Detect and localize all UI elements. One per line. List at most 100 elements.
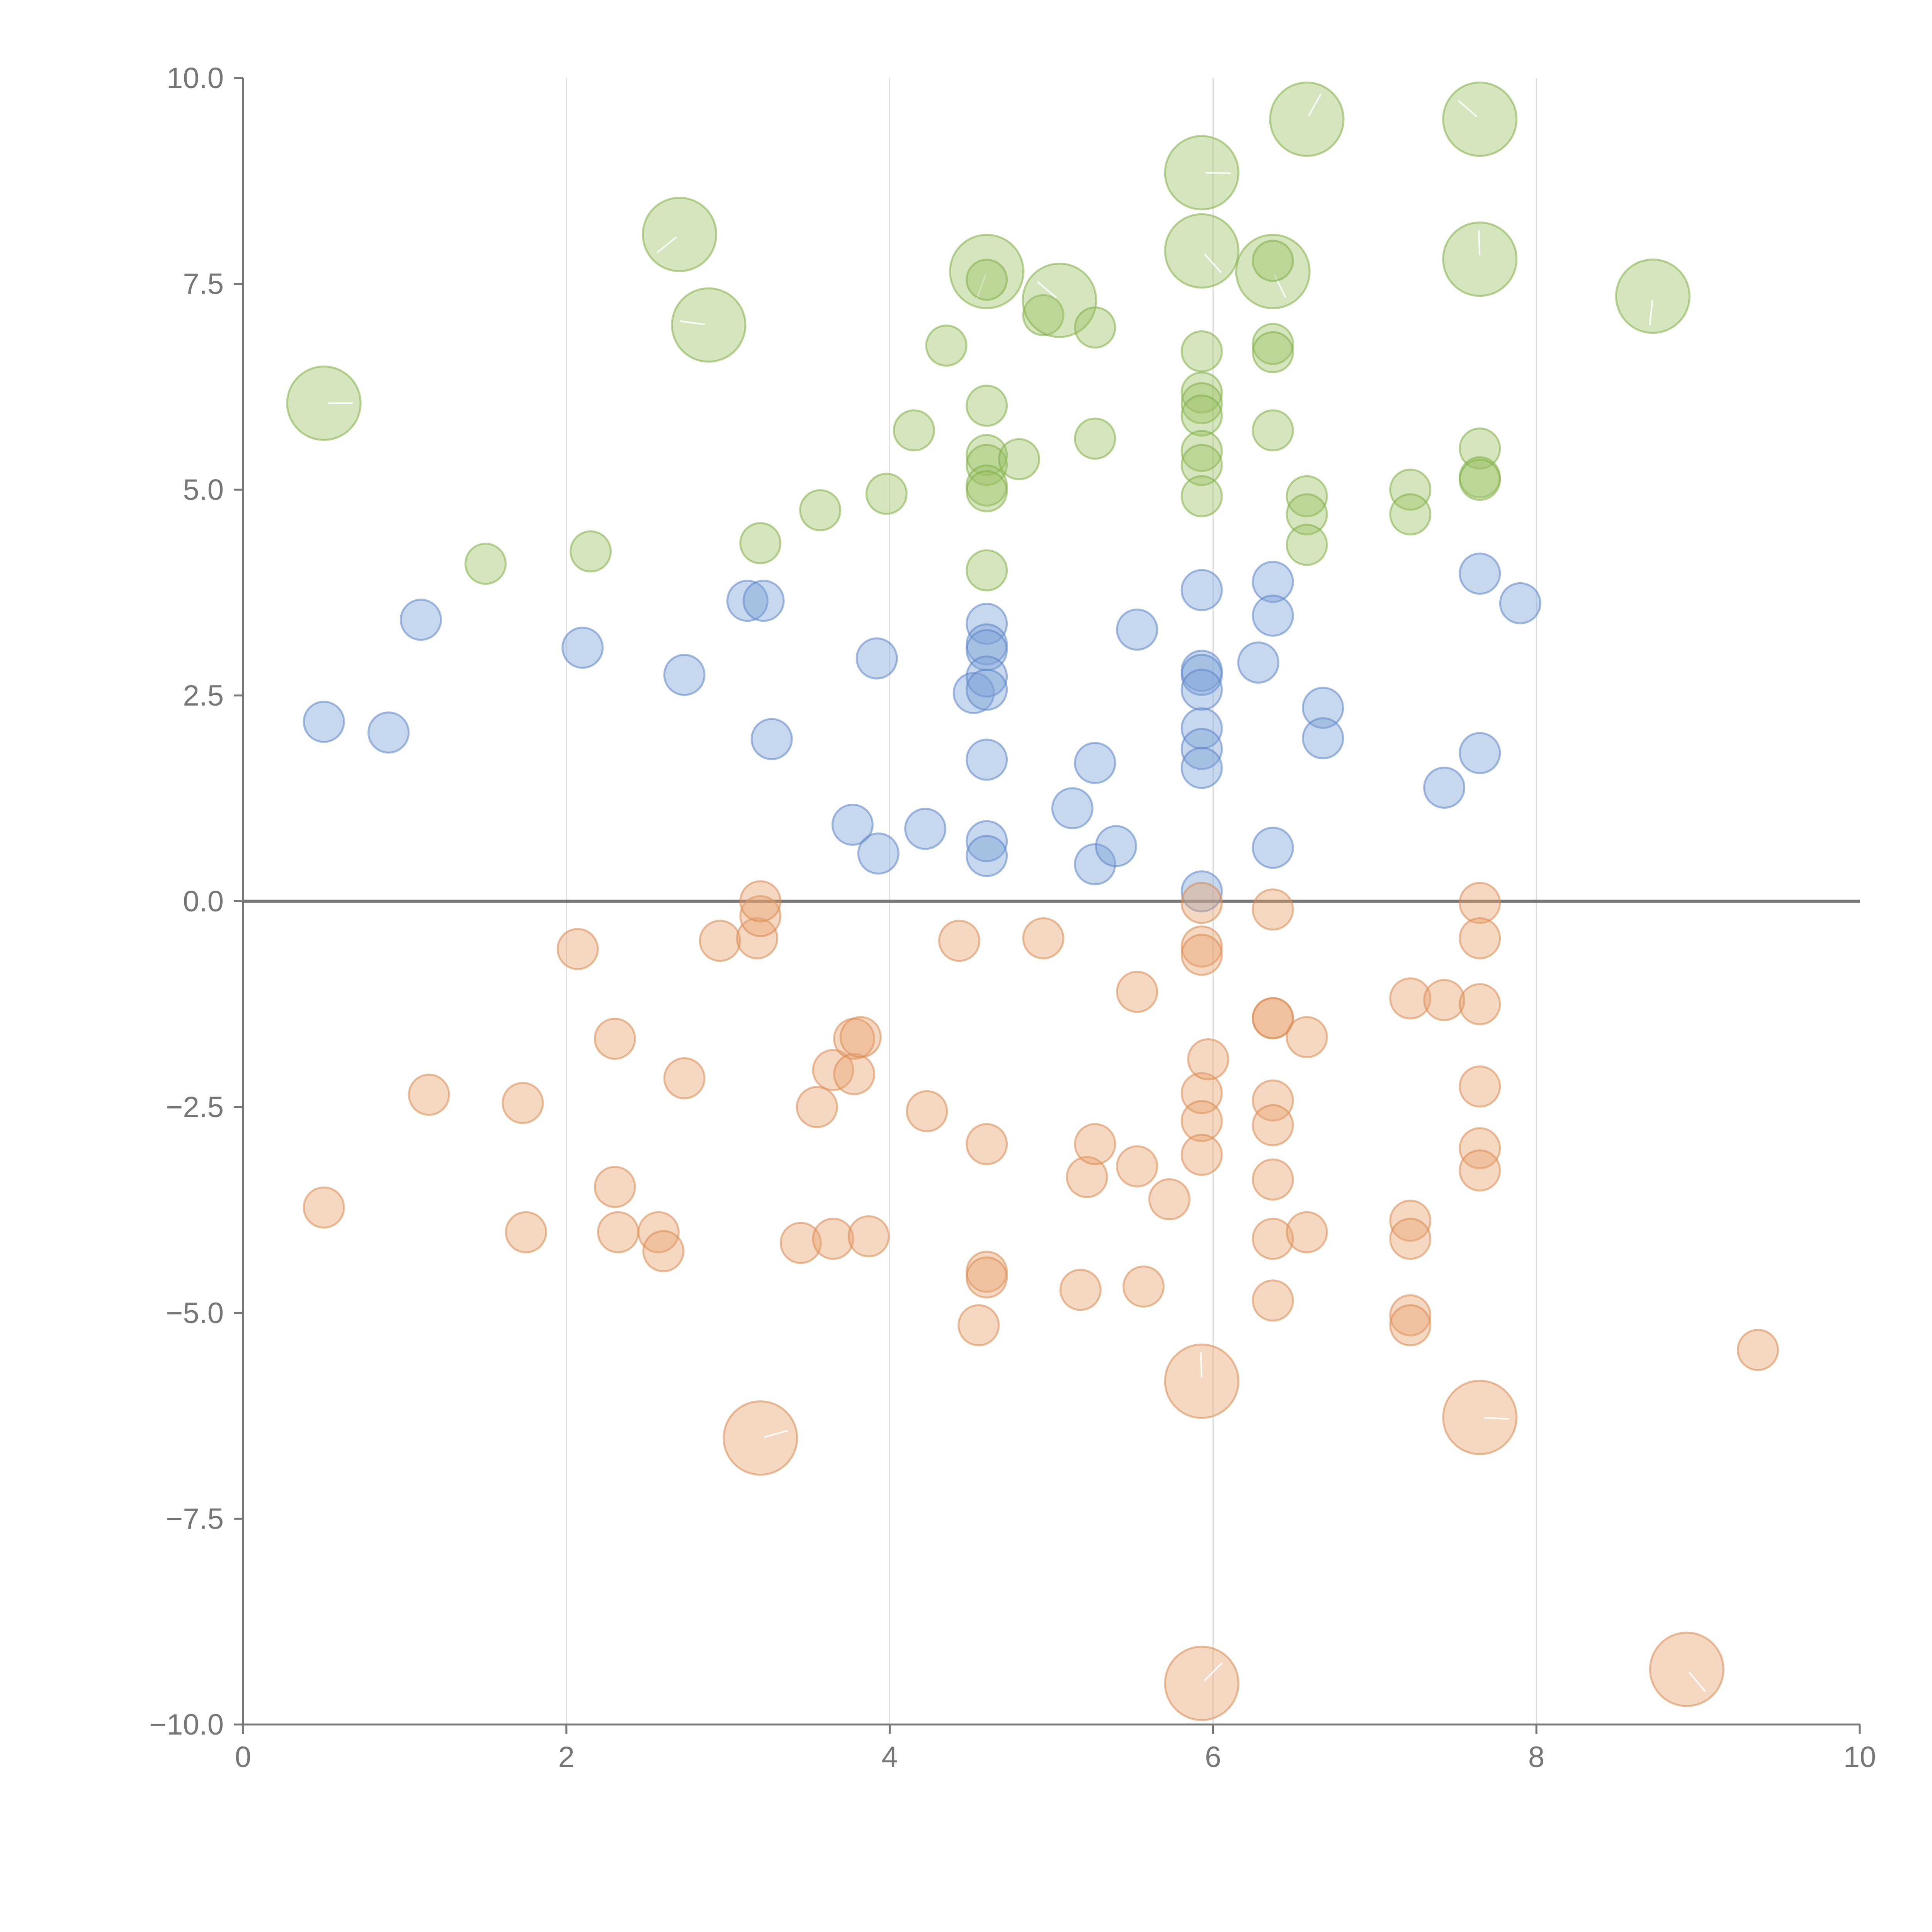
data-point [865, 473, 908, 515]
data-point [1180, 934, 1223, 976]
data-point [812, 1218, 854, 1260]
data-point [1066, 1156, 1108, 1198]
data-point [1389, 1304, 1432, 1347]
data-point [1180, 1134, 1223, 1176]
label-leader [1204, 253, 1222, 273]
data-point [1074, 843, 1116, 886]
data-point [1074, 742, 1116, 784]
data-point [1187, 1038, 1230, 1081]
data-point [847, 1215, 890, 1258]
data-point [1022, 917, 1065, 959]
data-point [1252, 1158, 1294, 1201]
data-point [1286, 1211, 1328, 1253]
data-point [663, 1057, 706, 1100]
data-point [1459, 1065, 1501, 1108]
y-tick-label: 7.5 [183, 268, 224, 301]
data-point [779, 1222, 822, 1264]
data-point [966, 470, 1008, 513]
data-point [1442, 82, 1518, 157]
label-leader [1308, 93, 1322, 116]
x-tick-label: 8 [1528, 1741, 1544, 1774]
data-point [1499, 582, 1541, 624]
data-point [966, 549, 1008, 592]
data-point [464, 543, 507, 585]
data-point [857, 832, 900, 875]
data-point [833, 1053, 876, 1095]
data-point [966, 835, 1008, 877]
data-point [671, 287, 747, 363]
data-point [1389, 977, 1432, 1020]
data-point [1389, 1294, 1432, 1337]
data-point [594, 1166, 636, 1208]
data-point [1442, 1379, 1518, 1455]
data-point [1164, 213, 1240, 289]
data-point [1074, 417, 1116, 460]
data-point [1180, 728, 1223, 770]
data-point [1252, 888, 1294, 931]
y-tick-label: 10.0 [167, 62, 224, 95]
data-point [750, 718, 793, 760]
data-point [998, 438, 1040, 480]
data-point [1389, 1218, 1432, 1260]
data-point [1122, 1265, 1165, 1308]
data-point [1164, 135, 1240, 211]
data-point [1237, 641, 1280, 684]
data-point [1180, 1100, 1223, 1142]
label-leader [1483, 1417, 1509, 1420]
y-tick-label: −2.5 [166, 1091, 224, 1124]
data-point [1116, 1145, 1158, 1188]
series-green [286, 82, 1690, 592]
data-point [742, 580, 785, 622]
data-point [1252, 409, 1294, 452]
label-leader [1457, 99, 1478, 117]
data-point [1459, 917, 1501, 959]
data-point [736, 917, 779, 959]
data-point [303, 701, 345, 743]
data-point [1252, 594, 1294, 637]
data-point [966, 1256, 1008, 1299]
data-point [1442, 221, 1518, 297]
data-point [367, 711, 410, 754]
series-orange [303, 880, 1779, 1721]
data-point [1180, 444, 1223, 486]
x-tick-label: 6 [1205, 1741, 1221, 1774]
x-tick-label: 10 [1844, 1741, 1876, 1774]
label-leader [1478, 230, 1481, 255]
data-point [1180, 371, 1223, 414]
label-leader [976, 275, 986, 299]
y-tick-label: −5.0 [166, 1297, 224, 1330]
data-point [1286, 524, 1328, 566]
data-point [966, 259, 1008, 301]
label-leader [680, 320, 705, 325]
axis-layer: 0 2 4 6 8 10 10.0 7.5 5.0 2.5 0.0 −2.5 −5.0 −7.5 −10.0 [150, 62, 1876, 1774]
data-point [904, 808, 947, 850]
label-leader [656, 236, 677, 253]
y-tick-label: 2.5 [183, 679, 224, 712]
data-point [1180, 430, 1223, 472]
data-point [1459, 553, 1501, 595]
data-point [906, 1090, 948, 1133]
data-point [505, 1211, 547, 1253]
data-point [1180, 654, 1223, 696]
data-point [570, 530, 612, 573]
data-point [1389, 1199, 1432, 1242]
data-point [957, 1304, 1000, 1347]
data-point [1164, 1344, 1240, 1419]
data-point [1095, 825, 1137, 867]
data-point [597, 1211, 639, 1253]
data-point [925, 324, 968, 367]
data-point [642, 197, 718, 272]
label-leader [1274, 274, 1286, 298]
data-point [1116, 971, 1158, 1013]
data-point [1286, 475, 1328, 517]
label-leader [1037, 281, 1057, 299]
y-tick-label: −10.0 [150, 1708, 224, 1741]
data-point [400, 599, 442, 641]
y-tick-label: 0.0 [183, 885, 224, 918]
data-point [966, 1123, 1008, 1165]
label-leader [1649, 300, 1653, 325]
y-tick-label: 5.0 [183, 473, 224, 506]
data-point [1302, 717, 1344, 760]
data-point [726, 580, 769, 622]
x-tick-label: 0 [235, 1741, 251, 1774]
